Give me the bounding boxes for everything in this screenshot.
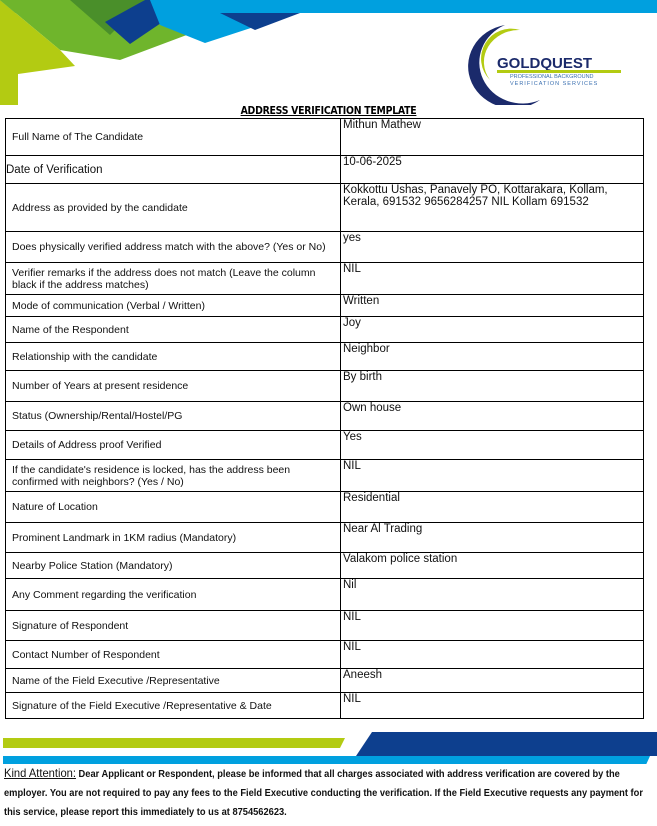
table-row: Contact Number of Respondent NIL: [5, 640, 644, 669]
field-value: Yes: [340, 430, 644, 460]
field-label: Verifier remarks if the address does not…: [5, 262, 341, 295]
field-label: Full Name of The Candidate: [5, 118, 341, 156]
field-label: Any Comment regarding the verification: [5, 578, 341, 611]
svg-text:VERIFICATION SERVICES: VERIFICATION SERVICES: [510, 81, 598, 87]
table-row: Nearby Police Station (Mandatory) Valakom…: [5, 552, 644, 579]
field-value: Aneesh: [340, 668, 644, 693]
field-value: Written: [340, 294, 644, 317]
field-label: Contact Number of Respondent: [5, 640, 341, 669]
field-value: By birth: [340, 370, 644, 402]
field-value: NIL: [340, 692, 644, 719]
field-label: Signature of Respondent: [5, 610, 341, 641]
table-row: Full Name of The Candidate Mithun Mathew: [5, 118, 644, 156]
kind-attention-message: Dear Applicant or Respondent, please be …: [4, 769, 643, 818]
header-banner: GOLDQUEST PROFESSIONAL BACKGROUND VERIFI…: [0, 0, 657, 105]
field-label: Nearby Police Station (Mandatory): [5, 552, 341, 579]
table-row: If the candidate's residence is locked, …: [5, 459, 644, 492]
field-value: Joy: [340, 316, 644, 343]
field-value: Mithun Mathew: [340, 118, 644, 156]
field-label: Nature of Location: [5, 491, 341, 523]
table-row: Does physically verified address match w…: [5, 231, 644, 263]
table-row: Prominent Landmark in 1KM radius (Mandat…: [5, 522, 644, 553]
field-label: Status (Ownership/Rental/Hostel/PG: [5, 401, 341, 431]
goldquest-logo: GOLDQUEST PROFESSIONAL BACKGROUND VERIFI…: [468, 25, 621, 105]
field-label: Relationship with the candidate: [5, 342, 341, 371]
field-label: Number of Years at present residence: [5, 370, 341, 402]
table-row: Status (Ownership/Rental/Hostel/PG Own ho…: [5, 401, 644, 431]
table-row: Details of Address proof Verified Yes: [5, 430, 644, 460]
field-value: NIL: [340, 459, 644, 492]
field-value: NIL: [340, 610, 644, 641]
table-row: Nature of Location Residential: [5, 491, 644, 523]
kind-attention-label: Kind Attention:: [4, 766, 76, 780]
table-row: Number of Years at present residence By b…: [5, 370, 644, 402]
field-value: Kokkottu Ushas, Panavely PO, Kottarakara…: [340, 183, 644, 232]
field-label: Name of the Respondent: [5, 316, 341, 343]
field-value: yes: [340, 231, 644, 263]
table-row: Relationship with the candidate Neighbor: [5, 342, 644, 371]
field-value: NIL: [340, 640, 644, 669]
table-row: Any Comment regarding the verification Ni…: [5, 578, 644, 611]
field-label: Details of Address proof Verified: [5, 430, 341, 460]
field-label: Address as provided by the candidate: [5, 183, 341, 232]
table-row: Address as provided by the candidate Kokk…: [5, 183, 644, 232]
table-row: Signature of Respondent NIL: [5, 610, 644, 641]
field-value: Residential: [340, 491, 644, 523]
page-title: ADDRESS VERIFICATION TEMPLATE: [240, 104, 417, 117]
field-value: 10-06-2025: [340, 155, 644, 184]
field-value: Valakom police station: [340, 552, 644, 579]
table-row: Date of Verification 10-06-2025: [5, 155, 644, 184]
table-row: Mode of communication (Verbal / Written)…: [5, 294, 644, 317]
field-label: Does physically verified address match w…: [5, 231, 341, 263]
table-row: Name of the Respondent Joy: [5, 316, 644, 343]
svg-text:GOLDQUEST: GOLDQUEST: [497, 55, 592, 72]
field-label: Name of the Field Executive /Representat…: [5, 668, 341, 693]
field-value: Near Al Trading: [340, 522, 644, 553]
field-label: Date of Verification: [5, 155, 341, 184]
svg-text:PROFESSIONAL BACKGROUND: PROFESSIONAL BACKGROUND: [510, 74, 594, 80]
table-row: Verifier remarks if the address does not…: [5, 262, 644, 295]
footer-banner: [3, 732, 657, 764]
table-row: Signature of the Field Executive /Repres…: [5, 692, 644, 719]
field-value: Nil: [340, 578, 644, 611]
kind-attention-note: Kind Attention: Dear Applicant or Respon…: [4, 764, 655, 822]
field-label: If the candidate's residence is locked, …: [5, 459, 341, 492]
table-row: Name of the Field Executive /Representat…: [5, 668, 644, 693]
field-label: Prominent Landmark in 1KM radius (Mandat…: [5, 522, 341, 553]
field-label: Mode of communication (Verbal / Written): [5, 294, 341, 317]
field-value: NIL: [340, 262, 644, 295]
field-value: Own house: [340, 401, 644, 431]
field-label: Signature of the Field Executive /Repres…: [5, 692, 341, 719]
field-value: Neighbor: [340, 342, 644, 371]
verification-table: Full Name of The Candidate Mithun Mathew D…: [5, 118, 644, 719]
